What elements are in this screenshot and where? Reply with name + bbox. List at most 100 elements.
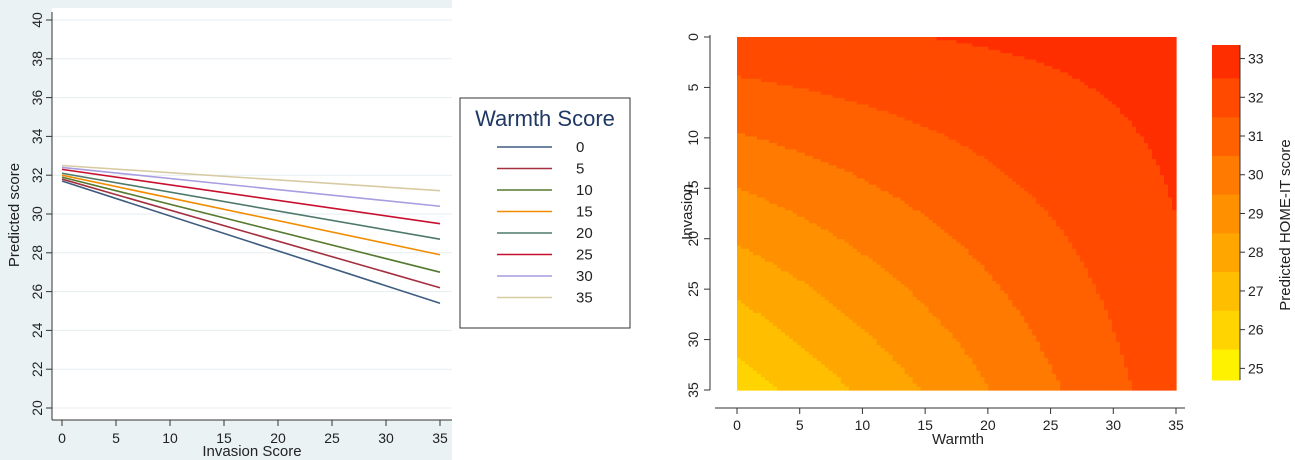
contour-cell (844, 210, 850, 215)
contour-cell (848, 146, 854, 150)
contour-cell (796, 81, 802, 86)
contour-cell (832, 162, 838, 166)
contour-cell (812, 348, 818, 353)
contour-cell (844, 110, 850, 115)
contour-cell (804, 293, 810, 298)
series-line-warmth-5 (61, 178, 441, 289)
contour-cell (864, 377, 870, 381)
contour-cell (888, 75, 894, 80)
contour-cell (764, 357, 770, 362)
contour-cell (812, 120, 818, 125)
contour-cell (868, 203, 874, 208)
contour-cell (880, 290, 886, 295)
contour-cell (864, 354, 870, 359)
contour-cell (872, 162, 878, 166)
contour-cell (892, 56, 898, 61)
contour-cell (836, 255, 842, 260)
contour-cell (840, 245, 846, 250)
contour-cell (828, 229, 834, 234)
contour-cell (737, 213, 742, 218)
contour-cell (876, 325, 882, 330)
contour-cell (852, 200, 858, 205)
contour-cell (884, 219, 890, 224)
contour-cell (792, 191, 798, 195)
contour-cell (760, 114, 766, 118)
contour-cell (880, 300, 886, 304)
contour-cell (756, 94, 762, 99)
contour-cell (760, 155, 766, 160)
contour-cell (784, 364, 790, 369)
contour-cell (776, 184, 782, 189)
contour-cell (744, 46, 750, 51)
contour-cell (860, 335, 866, 340)
contour-cell (776, 338, 782, 343)
contour-cell (804, 53, 810, 57)
contour-cell (844, 171, 850, 176)
contour-cell (752, 232, 758, 237)
contour-cell (824, 200, 830, 205)
contour-cell (780, 293, 786, 298)
contour-cell (788, 296, 794, 301)
contour-cell (868, 367, 874, 372)
contour-cell (768, 239, 774, 243)
contour-cell (808, 53, 814, 57)
contour-cell (772, 345, 778, 349)
contour-cell (868, 114, 874, 118)
contour-cell (744, 213, 750, 218)
contour-cell (764, 85, 770, 89)
contour-cell (848, 139, 854, 144)
contour-cell (808, 168, 814, 173)
contour-cell (796, 171, 802, 176)
contour-cell (836, 88, 842, 93)
contour-cell (760, 232, 766, 237)
contour-cell (784, 319, 790, 324)
contour-cell (852, 332, 858, 337)
contour-cell (756, 197, 762, 202)
contour-cell (880, 101, 886, 105)
contour-cell (804, 114, 810, 118)
contour-cell (840, 139, 846, 144)
contour-cell (812, 126, 818, 131)
contour-cell (752, 162, 758, 166)
contour-cell (844, 146, 850, 150)
contour-cell (844, 248, 850, 253)
contour-cell (860, 210, 866, 215)
contour-cell (768, 171, 774, 176)
contour-cell (784, 149, 790, 154)
contour-cell (808, 62, 814, 67)
contour-cell (892, 133, 898, 138)
contour-cell (744, 91, 750, 96)
contour-cell (840, 261, 846, 266)
contour-cell (737, 210, 742, 215)
contour-cell (840, 383, 846, 388)
contour-cell (796, 303, 802, 308)
contour-cell (876, 107, 882, 112)
contour-cell (888, 383, 894, 388)
contour-cell (748, 97, 754, 102)
contour-cell (872, 370, 878, 375)
legend-box (459, 97, 631, 329)
contour-cell (888, 155, 894, 160)
contour-cell (856, 53, 862, 57)
contour-cell (824, 210, 830, 215)
contour-cell (776, 245, 782, 250)
contour-cell (872, 216, 878, 221)
contour-cell (792, 97, 798, 102)
contour-cell (840, 329, 846, 333)
contour-cell (872, 268, 878, 272)
contour-cell (792, 287, 798, 292)
contour-cell (848, 37, 854, 41)
contour-cell (864, 351, 870, 356)
contour-cell (836, 274, 842, 279)
contour-cell (744, 187, 750, 192)
contour-cell (808, 207, 814, 211)
contour-cell (856, 235, 862, 240)
contour-cell (892, 59, 898, 64)
contour-cell (784, 126, 790, 131)
contour-cell (784, 97, 790, 102)
contour-cell (800, 136, 806, 141)
contour-cell (808, 152, 814, 157)
contour-cell (844, 268, 850, 272)
contour-cell (792, 165, 798, 170)
contour-cell (768, 357, 774, 362)
